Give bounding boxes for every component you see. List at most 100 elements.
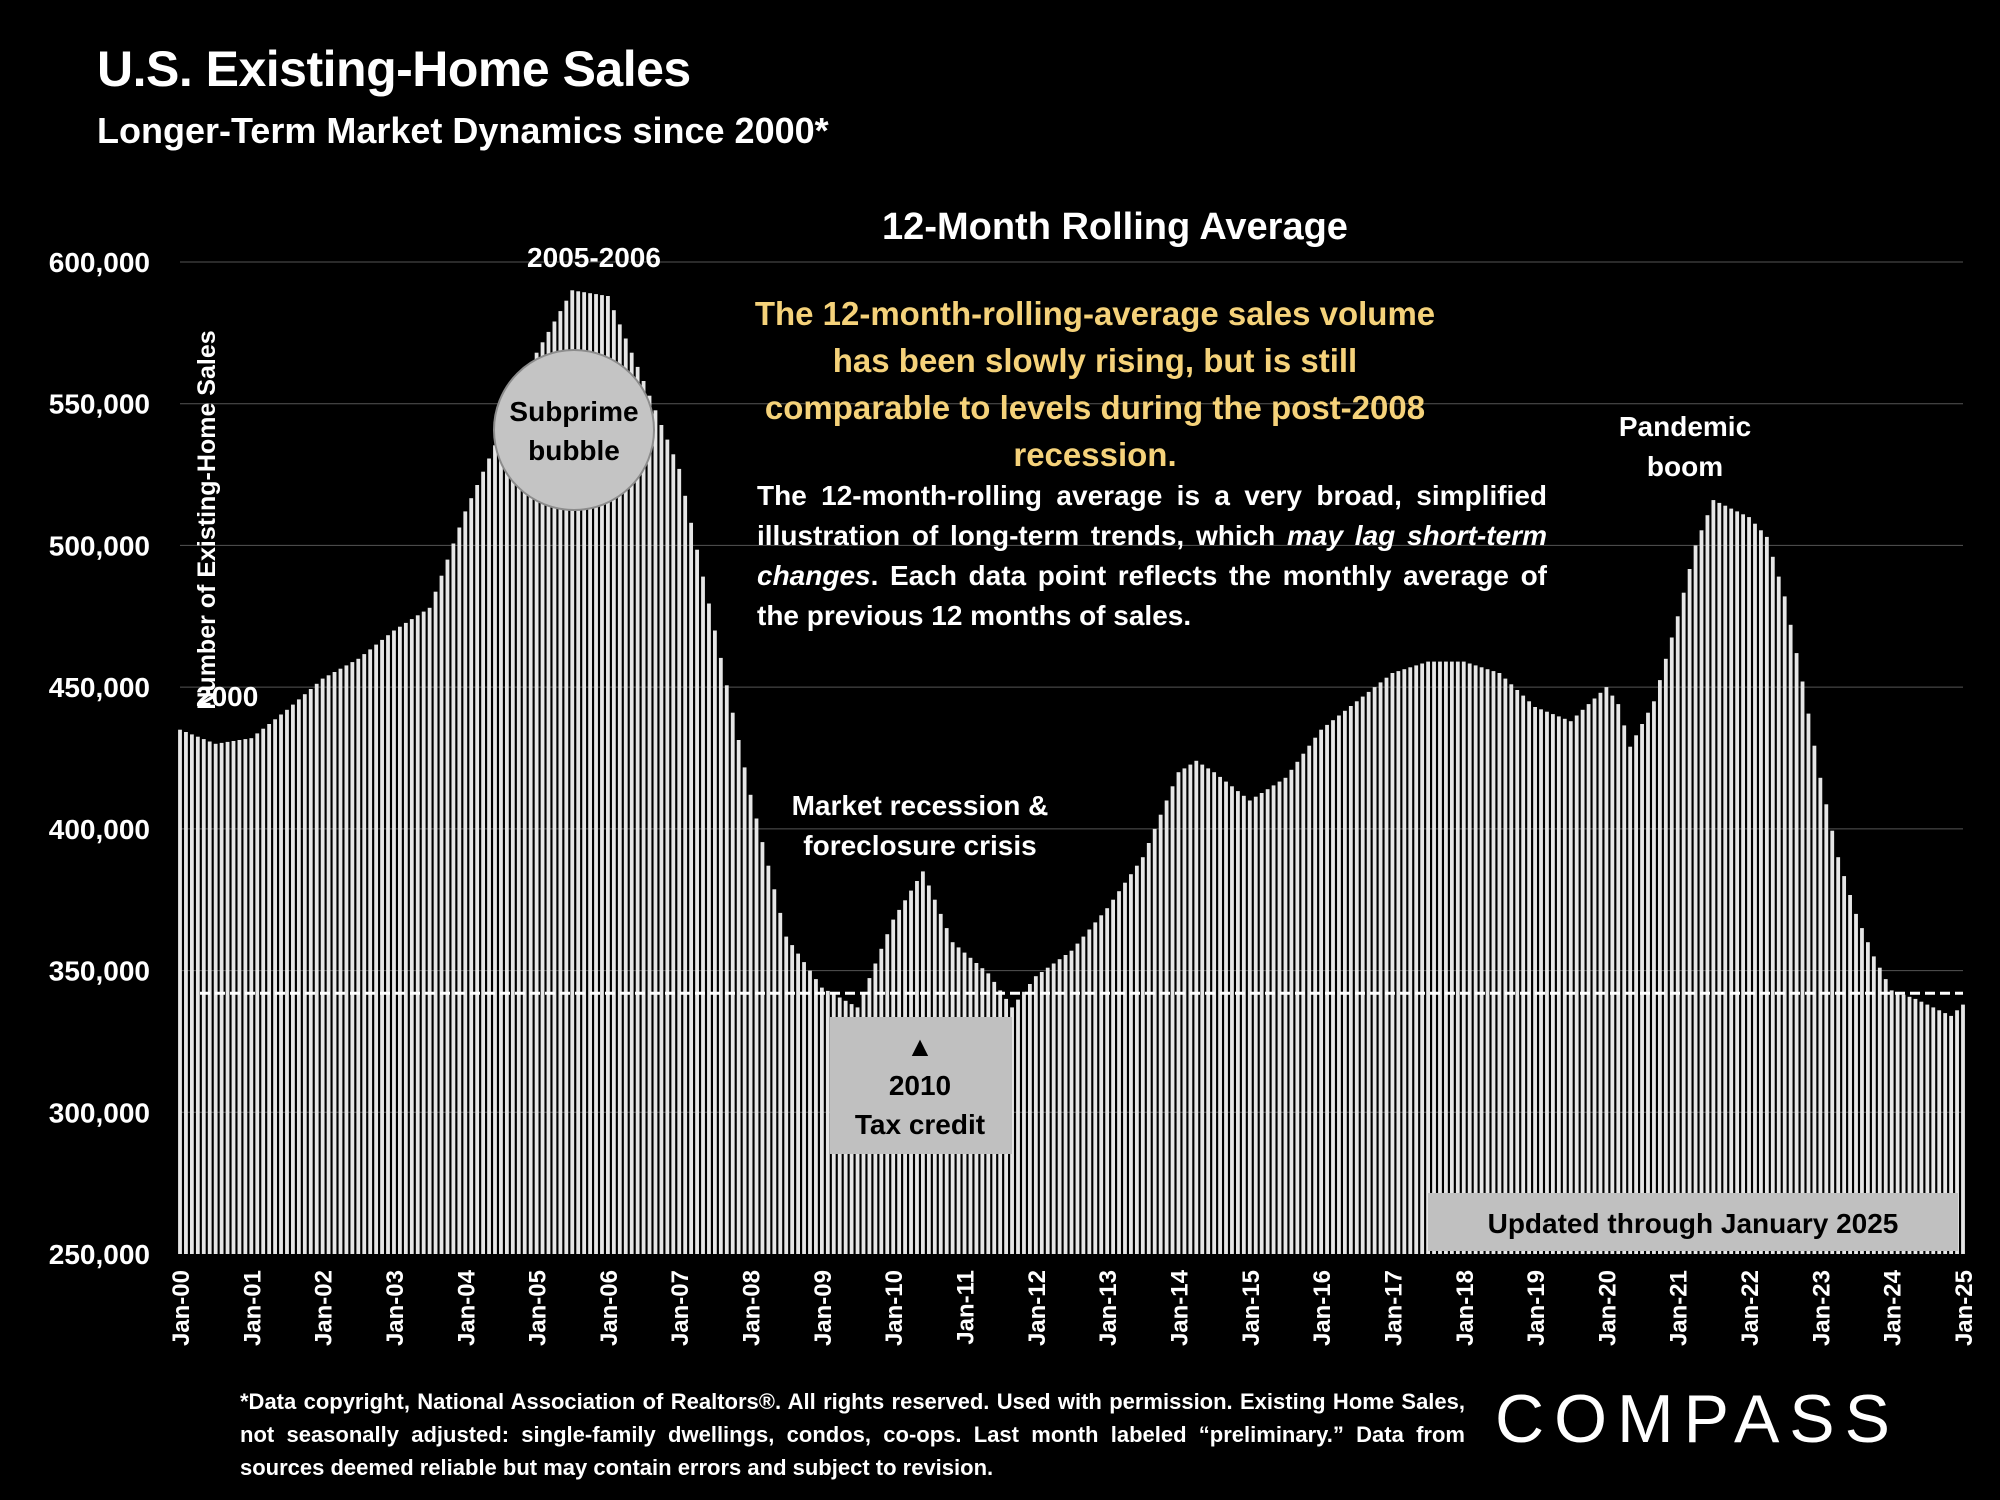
bar (1432, 661, 1436, 1254)
recession-label-line2: foreclosure crisis (803, 830, 1036, 861)
footnote: *Data copyright, National Association of… (240, 1389, 1465, 1480)
bar (1699, 530, 1704, 1254)
bar (1663, 658, 1668, 1254)
bar (778, 912, 783, 1254)
bar (1628, 746, 1633, 1254)
bar (1598, 692, 1603, 1254)
bar (1830, 830, 1835, 1254)
bar (1949, 1015, 1954, 1254)
y-tick-label: 400,000 (49, 814, 150, 845)
x-tick-label: Jan-00 (168, 1270, 195, 1346)
bar (582, 292, 587, 1254)
bar (189, 734, 194, 1254)
bar (1224, 781, 1228, 1254)
x-tick-label: Jan-11 (953, 1270, 980, 1345)
explanation-part1: The 12-month-rolling average is a very b… (757, 480, 1547, 551)
bar (1681, 592, 1686, 1254)
explanation-text: The 12-month-rolling average is a very b… (757, 476, 1547, 636)
bar (1515, 690, 1520, 1254)
bar (433, 591, 438, 1254)
bar (207, 741, 212, 1254)
bar (1759, 530, 1763, 1254)
bar (742, 767, 747, 1254)
bar (1420, 663, 1425, 1254)
x-tick-label: Jan-20 (1594, 1270, 1621, 1346)
explanation-italic: may lag short-term changes (757, 520, 1547, 591)
x-tick-label: Jan-04 (453, 1269, 480, 1346)
bar (1301, 753, 1306, 1254)
bar (231, 741, 236, 1254)
bar (1592, 698, 1597, 1254)
peak-label: 2005-2006 (527, 242, 661, 273)
bar (1836, 857, 1841, 1254)
bar (1265, 789, 1270, 1254)
bar (1931, 1007, 1936, 1254)
bar (415, 615, 420, 1254)
bar (1729, 508, 1734, 1255)
bar (249, 738, 254, 1254)
bar (427, 607, 432, 1254)
bar (576, 291, 581, 1254)
x-tick-label: Jan-24 (1880, 1269, 1907, 1346)
bubble-label-line2: bubble (528, 435, 620, 466)
bar (1348, 706, 1353, 1254)
bar (1099, 915, 1104, 1254)
bar (1711, 500, 1716, 1255)
x-tick-label: Jan-01 (239, 1270, 266, 1346)
bar (1860, 928, 1864, 1254)
bar (1283, 777, 1288, 1254)
bar (707, 603, 711, 1254)
bar (1913, 998, 1918, 1254)
bar (814, 979, 818, 1254)
bar (1188, 764, 1193, 1254)
bar (623, 338, 628, 1254)
bar (1527, 701, 1532, 1254)
bar (356, 658, 361, 1254)
bar (302, 694, 307, 1254)
bar (481, 471, 486, 1254)
bar (1842, 876, 1847, 1254)
bar (510, 405, 515, 1255)
bar (1580, 709, 1585, 1254)
bar (374, 644, 379, 1254)
bar (1277, 781, 1282, 1254)
x-tick-label: Jan-13 (1095, 1270, 1122, 1346)
bar (665, 439, 670, 1255)
bar (1022, 991, 1026, 1254)
bar (1669, 637, 1674, 1254)
bar (1438, 661, 1442, 1254)
bar (1016, 999, 1020, 1254)
bar (326, 675, 331, 1254)
bar (368, 649, 373, 1254)
explanation-part2: . Each data point reflects the monthly a… (757, 560, 1547, 631)
bar (421, 611, 426, 1254)
bar (1087, 929, 1092, 1254)
x-tick-label: Jan-10 (881, 1270, 908, 1346)
x-tick-label: Jan-23 (1808, 1270, 1835, 1346)
x-tick-label: Jan-21 (1666, 1270, 1693, 1346)
bar (1253, 796, 1258, 1254)
bar (451, 543, 456, 1254)
bar (338, 668, 343, 1254)
y-axis-label: Number of Existing-Home Sales (193, 330, 221, 709)
bar (1848, 895, 1852, 1254)
bar (1069, 950, 1074, 1254)
bar (1640, 724, 1644, 1254)
bar (1123, 882, 1127, 1254)
bar (1473, 665, 1478, 1254)
bar (1414, 665, 1419, 1254)
y-tick-label: 500,000 (49, 530, 150, 561)
bar (784, 936, 789, 1254)
x-tick-label: Jan-09 (810, 1270, 837, 1346)
bar (1354, 701, 1359, 1254)
bar (1770, 556, 1775, 1254)
bar (1212, 772, 1217, 1254)
x-tick-label: Jan-17 (1380, 1270, 1407, 1346)
bar (1545, 711, 1549, 1254)
bar (184, 732, 188, 1254)
bar (1289, 769, 1294, 1254)
bar (611, 310, 616, 1254)
bar (1812, 745, 1817, 1254)
bar (659, 425, 664, 1254)
bar (1646, 712, 1650, 1254)
